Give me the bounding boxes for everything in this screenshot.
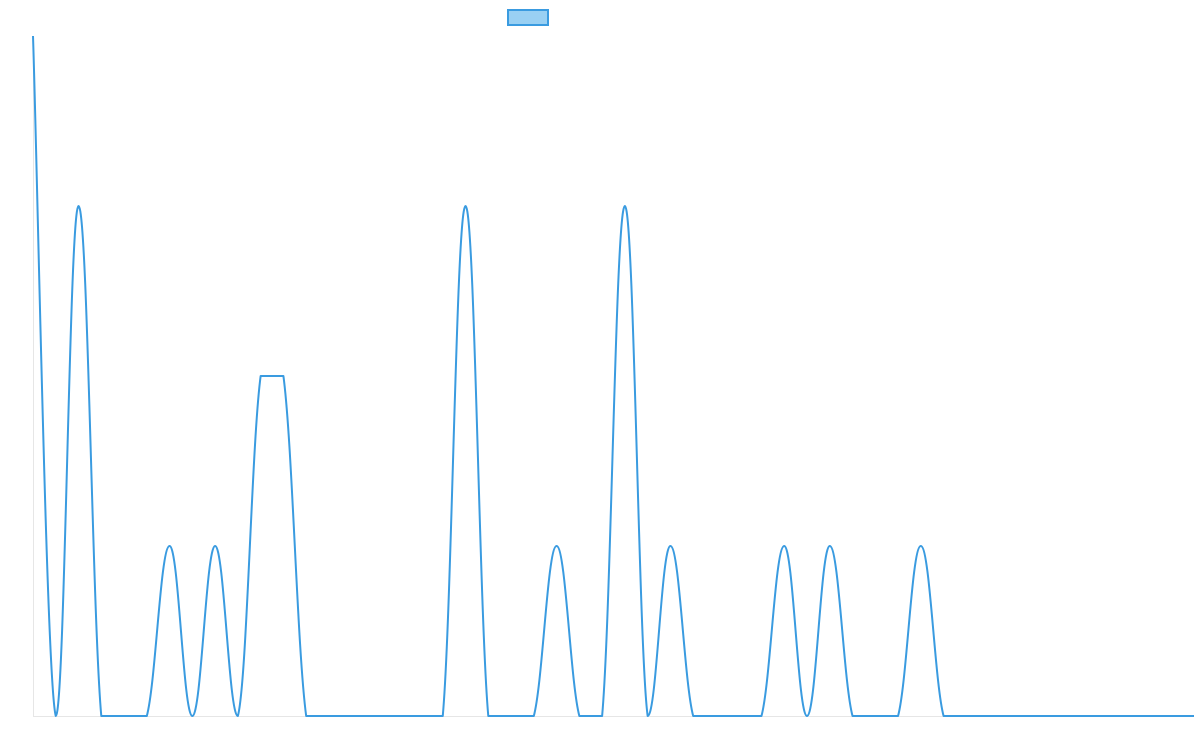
- data-point[interactable]: [871, 712, 879, 720]
- data-point[interactable]: [940, 712, 948, 720]
- data-point[interactable]: [530, 712, 538, 720]
- data-point[interactable]: [348, 712, 356, 720]
- data-point[interactable]: [462, 202, 470, 210]
- data-point[interactable]: [393, 712, 401, 720]
- data-point[interactable]: [757, 712, 765, 720]
- data-point[interactable]: [780, 542, 788, 550]
- data-point[interactable]: [575, 712, 583, 720]
- data-point[interactable]: [735, 712, 743, 720]
- data-point[interactable]: [507, 712, 515, 720]
- data-point[interactable]: [143, 712, 151, 720]
- data-point[interactable]: [621, 202, 629, 210]
- data-point[interactable]: [166, 542, 174, 550]
- data-point[interactable]: [234, 712, 242, 720]
- data-point[interactable]: [1008, 712, 1016, 720]
- data-point[interactable]: [188, 712, 196, 720]
- data-point[interactable]: [52, 712, 60, 720]
- data-point[interactable]: [598, 712, 606, 720]
- data-point[interactable]: [826, 542, 834, 550]
- series-layer: [29, 32, 1198, 720]
- data-point[interactable]: [279, 372, 287, 380]
- data-point[interactable]: [1144, 712, 1152, 720]
- data-point[interactable]: [1076, 712, 1084, 720]
- data-point[interactable]: [325, 712, 333, 720]
- data-point[interactable]: [120, 712, 128, 720]
- data-point[interactable]: [439, 712, 447, 720]
- data-point[interactable]: [211, 542, 219, 550]
- data-point[interactable]: [1031, 712, 1039, 720]
- data-point[interactable]: [666, 542, 674, 550]
- data-point[interactable]: [553, 542, 561, 550]
- data-point[interactable]: [29, 32, 37, 40]
- data-point[interactable]: [1122, 712, 1130, 720]
- data-point[interactable]: [1190, 712, 1198, 720]
- data-point[interactable]: [416, 712, 424, 720]
- data-point[interactable]: [803, 712, 811, 720]
- data-point[interactable]: [484, 712, 492, 720]
- data-point[interactable]: [849, 712, 857, 720]
- data-point[interactable]: [644, 712, 652, 720]
- data-point[interactable]: [75, 202, 83, 210]
- data-point[interactable]: [302, 712, 310, 720]
- series-line[interactable]: [32, 35, 1194, 717]
- data-point[interactable]: [917, 542, 925, 550]
- data-point[interactable]: [370, 712, 378, 720]
- legend-swatch[interactable]: [507, 9, 549, 26]
- data-point[interactable]: [962, 712, 970, 720]
- data-point[interactable]: [1053, 712, 1061, 720]
- data-point[interactable]: [712, 712, 720, 720]
- data-point[interactable]: [985, 712, 993, 720]
- data-point[interactable]: [689, 712, 697, 720]
- data-point[interactable]: [257, 372, 265, 380]
- data-point[interactable]: [1167, 712, 1175, 720]
- data-point[interactable]: [1099, 712, 1107, 720]
- data-point[interactable]: [97, 712, 105, 720]
- data-point[interactable]: [894, 712, 902, 720]
